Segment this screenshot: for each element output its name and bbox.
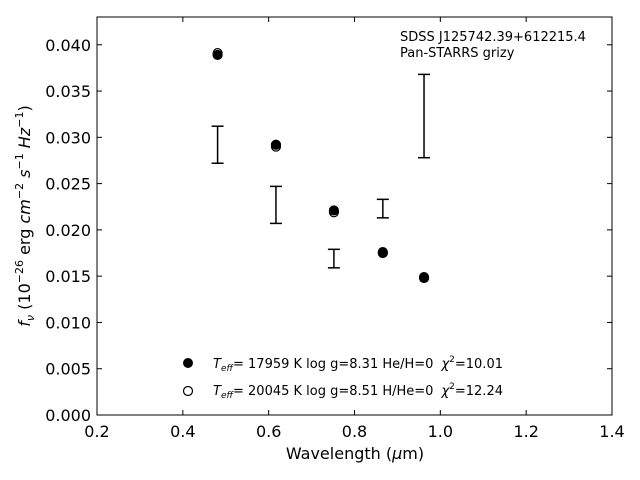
object-name-annotation: SDSS J125742.39+612215.4 [400, 30, 586, 45]
x-tick-label: 1.4 [599, 422, 624, 441]
y-tick-label: 0.035 [45, 82, 91, 101]
model-point-open [328, 207, 339, 218]
x-tick-label: 0.8 [342, 422, 367, 441]
x-tick-label: 0.4 [170, 422, 195, 441]
y-tick-label: 0.015 [45, 267, 91, 286]
errorbar [211, 125, 224, 164]
x-tick-labels: 0.2 0.4 0.6 0.8 1.0 1.2 1.4 [84, 422, 624, 441]
legend-marker-filled [183, 358, 193, 368]
legend-marker-open [182, 385, 194, 397]
y-tick-labels: 0.000 0.005 0.010 0.015 0.020 0.025 0.030 0.035… [45, 36, 91, 425]
y-tick-label: 0.005 [45, 360, 91, 379]
errorbar [269, 185, 282, 225]
legend-entry-2: Teff= 20045 K log g=8.51 H/He=0 χ2=12.24 [213, 382, 503, 401]
y-tick-label: 0.025 [45, 175, 91, 194]
y-axis-label: fν (10−26 erg cm−2 s−1 Hz−1) [13, 105, 37, 326]
errorbar [418, 73, 431, 159]
x-tick-label: 0.2 [84, 422, 109, 441]
axis-ticks [96, 17, 613, 416]
model-point-open [377, 247, 388, 259]
model-point-open [212, 47, 223, 59]
model-point-open [270, 141, 282, 152]
y-tick-label: 0.010 [45, 313, 91, 332]
y-tick-label: 0.020 [45, 221, 91, 240]
legend: Teff= 17959 K log g=8.31 He/H=0 χ2=10.01 … [182, 355, 503, 401]
legend-entry-1: Teff= 17959 K log g=8.31 He/H=0 χ2=10.01 [213, 355, 503, 374]
y-tick-label: 0.040 [45, 36, 91, 55]
x-tick-label: 0.6 [256, 422, 281, 441]
errorbar [376, 198, 389, 219]
observed-errorbars [211, 73, 431, 269]
x-tick-label: 1.2 [513, 422, 538, 441]
y-tick-label: 0.000 [45, 406, 91, 425]
x-axis-label: Wavelength (μm) [286, 444, 424, 463]
model-point-open [418, 272, 430, 284]
survey-annotation: Pan-STARRS grizy [400, 46, 515, 61]
model-markers [212, 47, 430, 284]
errorbar [327, 248, 340, 269]
y-tick-label: 0.030 [45, 128, 91, 147]
x-tick-label: 1.0 [428, 422, 453, 441]
